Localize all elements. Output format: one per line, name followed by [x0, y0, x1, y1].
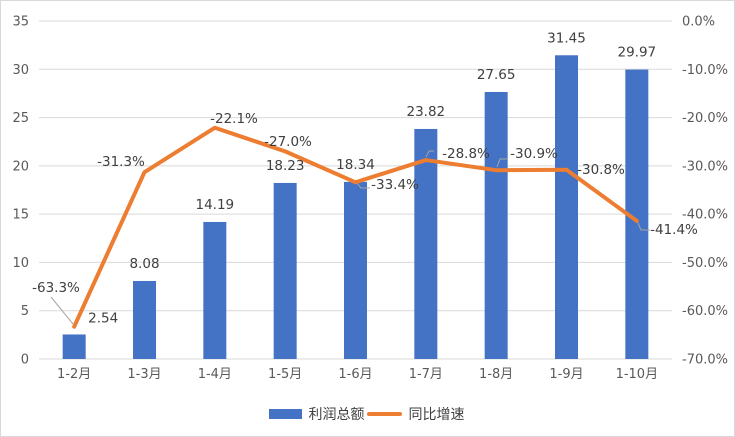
left-axis-tick: 25 [12, 111, 29, 126]
legend-profit-swatch [268, 409, 302, 419]
left-axis-tick: 35 [12, 15, 29, 30]
profit-bar [133, 280, 156, 359]
profit-data-label: 31.45 [547, 30, 586, 46]
growth-data-label: -27.0% [264, 134, 312, 150]
legend-growth-label: 同比增速 [408, 407, 465, 423]
profit-data-label: 8.08 [129, 256, 159, 272]
right-axis-tick: -30.0% [682, 159, 728, 174]
right-axis-tick: -40.0% [682, 208, 728, 223]
growth-data-label: -30.8% [577, 162, 625, 178]
growth-data-label: -22.1% [210, 111, 258, 127]
right-axis-tick: -60.0% [682, 304, 728, 319]
label-leader-line [50, 296, 74, 325]
profit-bar [414, 128, 438, 359]
profit-data-label: 14.19 [196, 197, 235, 213]
profit-bar [62, 334, 86, 359]
left-axis-tick: 15 [12, 208, 29, 223]
profit-data-label: 23.82 [407, 104, 446, 120]
left-axis-tick: 30 [12, 63, 29, 78]
x-axis-category-label: 1-2月 [57, 367, 91, 382]
right-axis-tick: 0.0% [682, 15, 715, 30]
profit-data-label: 18.34 [336, 157, 375, 173]
chart-legend: 利润总额 同比增速 [1, 405, 734, 423]
x-axis-category-label: 1-6月 [338, 367, 372, 382]
label-leader-line [425, 150, 434, 158]
right-axis-tick: -50.0% [682, 256, 728, 271]
profit-bar [273, 182, 297, 359]
profit-bar [203, 221, 227, 359]
growth-data-label: -28.8% [442, 146, 490, 162]
growth-data-label: -33.4% [371, 177, 419, 193]
profit-bar [555, 55, 578, 359]
left-axis-tick: 0 [21, 353, 29, 368]
legend-growth-swatch [366, 412, 402, 416]
profit-bar [625, 69, 649, 359]
profit-data-label: 18.23 [266, 158, 305, 174]
x-axis-category-label: 1-7月 [409, 367, 443, 382]
label-leader-line [496, 158, 508, 168]
profit-bar [344, 181, 367, 359]
profit-data-label: 27.65 [477, 67, 516, 83]
x-axis-category-label: 1-3月 [127, 367, 161, 382]
x-axis-category-label: 1-4月 [198, 367, 232, 382]
profit-data-label: 29.97 [618, 45, 657, 61]
left-axis-tick: 20 [12, 159, 29, 174]
growth-data-label: -41.4% [650, 222, 698, 238]
growth-data-label: -30.9% [510, 146, 558, 162]
legend-profit-label: 利润总额 [308, 407, 365, 423]
x-axis-category-label: 1-10月 [616, 367, 659, 382]
x-axis-category-label: 1-9月 [549, 367, 583, 382]
x-axis-category-label: 1-5月 [268, 367, 302, 382]
profit-data-label: 2.54 [88, 310, 118, 326]
profit-bar [484, 91, 508, 359]
right-axis-tick: -10.0% [682, 63, 728, 78]
left-axis-tick: 5 [21, 304, 29, 319]
x-axis-category-label: 1-8月 [479, 367, 513, 382]
growth-data-label: -31.3% [97, 154, 145, 170]
growth-data-label: -63.3% [32, 280, 80, 296]
right-axis-tick: -70.0% [682, 353, 728, 368]
label-leader-line [356, 182, 370, 189]
growth-line [72, 125, 639, 329]
right-axis-tick: -20.0% [682, 111, 728, 126]
label-leader-line [637, 222, 650, 231]
left-axis-tick: 10 [12, 256, 29, 271]
